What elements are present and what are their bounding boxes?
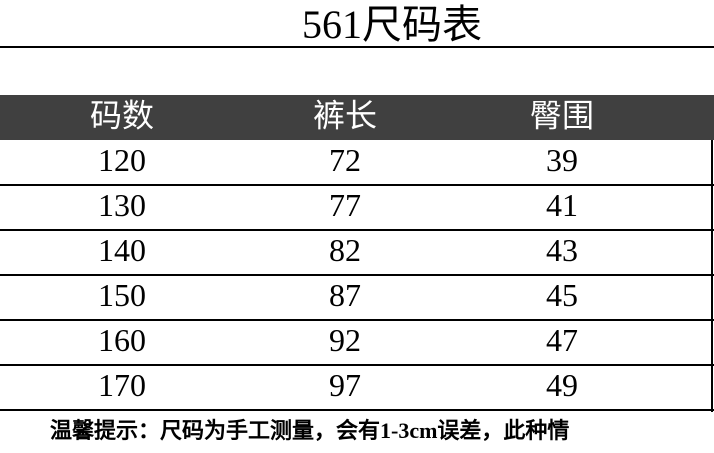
table-cell: 120: [98, 142, 146, 178]
table-cell: 45: [546, 277, 578, 313]
table-cell: 49: [546, 367, 578, 403]
table-cell: 47: [546, 322, 578, 358]
table-cell: 87: [329, 277, 361, 313]
table-cell: 72: [329, 142, 361, 178]
table-cell: 170: [98, 367, 146, 403]
table-cell: 41: [546, 187, 578, 223]
table-cell: 39: [546, 142, 578, 178]
table-cell: 82: [329, 232, 361, 268]
table-cell: 130: [98, 187, 146, 223]
header-cell: 臀围: [530, 97, 594, 133]
table-cell: 97: [329, 367, 361, 403]
table-cell: 150: [98, 277, 146, 313]
note: 温馨提示：尺码为手工测量，会有1-3cm误差，此种情: [50, 418, 569, 443]
table-title: 561尺码表: [302, 2, 482, 47]
table-cell: 43: [546, 232, 578, 268]
header-band: [0, 95, 714, 140]
table-cell: 140: [98, 232, 146, 268]
table-cell: 92: [329, 322, 361, 358]
header-cell: 裤长: [313, 97, 377, 133]
table-cell: 160: [98, 322, 146, 358]
header-cell: 码数: [90, 97, 154, 133]
table-cell: 77: [329, 187, 361, 223]
